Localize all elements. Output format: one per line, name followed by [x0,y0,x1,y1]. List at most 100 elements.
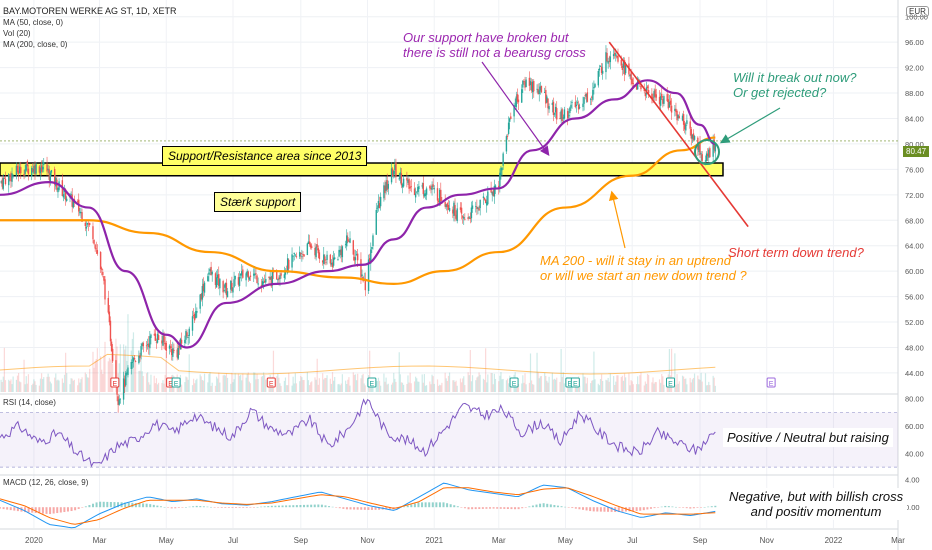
volume-bar [11,384,13,392]
candle-body [612,54,615,57]
volume-bar [66,373,68,392]
candle-body [130,362,132,370]
volume-bar [315,379,317,392]
macd-histogram-bar [599,507,602,512]
volume-bar [662,376,664,392]
candle-body [384,185,386,193]
annotation-ma200-question: MA 200 - will it stay in an uptrend or w… [540,253,747,283]
volume-bar [445,378,447,392]
candle-body [123,379,126,388]
candle-body [96,250,99,254]
macd-histogram-bar [585,507,588,511]
candle-body [570,104,572,108]
volume-bar [333,380,335,392]
candle-body [1,179,3,187]
macd-histogram-bar [642,507,645,511]
macd-histogram-bar [510,507,513,510]
candle-body [663,96,665,104]
volume-bar [571,384,573,392]
volume-bar [646,373,649,392]
macd-histogram-bar [81,507,84,508]
candle-body [456,208,458,222]
volume-bar [278,377,280,392]
annotation-support-broken-line1: Our support have broken but [403,30,569,45]
candle-body [459,207,462,210]
candle-body [87,223,90,225]
candle-body [682,114,685,125]
volume-bar [608,381,610,392]
candle-body [20,167,22,174]
volume-bar [20,382,22,392]
candle-body [215,277,218,288]
volume-bar [188,354,190,392]
price-tick-label: 52.00 [905,318,924,327]
volume-bar [110,352,113,392]
time-tick-label: 2020 [25,536,43,545]
volume-bar [438,385,440,392]
annotation-breakout-line1: Will it break out now? [733,70,857,85]
candle-body [413,188,416,195]
candle-body [286,258,289,273]
candle-body [386,180,388,190]
candle-body [203,282,206,293]
macd-histogram-bar [700,507,703,508]
candle-body [348,241,350,243]
macd-histogram-bar [531,505,534,508]
volume-bar [459,378,462,392]
macd-tick-label: 0.00 [905,503,920,512]
candle-body [178,345,181,348]
macd-histogram-bar [385,507,388,510]
volume-bar [454,381,456,392]
candle-body [407,179,409,183]
volume-bar [164,374,166,392]
volume-bar [447,375,450,392]
candle-body [199,294,201,309]
volume-bar [340,383,342,392]
candle-body [154,333,157,341]
macd-histogram-bar [632,507,635,512]
volume-bar [218,372,220,392]
volume-bar [231,372,233,392]
macd-histogram-bar [503,507,506,509]
macd-histogram-bar [610,507,613,512]
candle-body [513,105,515,117]
macd-histogram-bar [38,507,41,514]
candle-body [127,367,129,375]
macd-histogram-bar [6,507,9,510]
candle-body [329,254,332,264]
candle-body [337,259,339,260]
volume-bar [263,372,265,392]
macd-histogram-bar [474,507,477,510]
macd-histogram-bar [553,505,556,508]
volume-bar [330,383,333,392]
volume-bar [89,368,91,392]
volume-bar [559,381,561,392]
macd-histogram-bar [138,503,141,508]
volume-bar [372,383,374,392]
volume-bar [409,372,411,392]
volume-bar [285,385,288,392]
candle-body [454,205,456,216]
volume-bar [306,372,308,392]
candle-body [12,174,14,176]
candle-body [261,281,264,286]
volume-bar [116,346,118,392]
currency-badge[interactable]: EUR [906,6,929,17]
volume-bar [444,372,446,392]
macd-histogram-bar [682,507,685,508]
candle-body [551,102,554,105]
macd-histogram-bar [292,505,295,508]
candle-body [47,168,49,171]
macd-line [0,482,716,529]
macd-histogram-bar [181,507,184,508]
candle-body [325,261,327,263]
candle-body [232,287,234,293]
candle-body [193,313,196,321]
volume-bar [195,380,197,392]
volume-bar [222,375,224,392]
volume-bar [533,384,535,392]
arrow-to-ma200 [608,190,626,249]
volume-bar [678,381,680,392]
macd-histogram-bar [45,507,48,514]
volume-bar [452,380,454,392]
